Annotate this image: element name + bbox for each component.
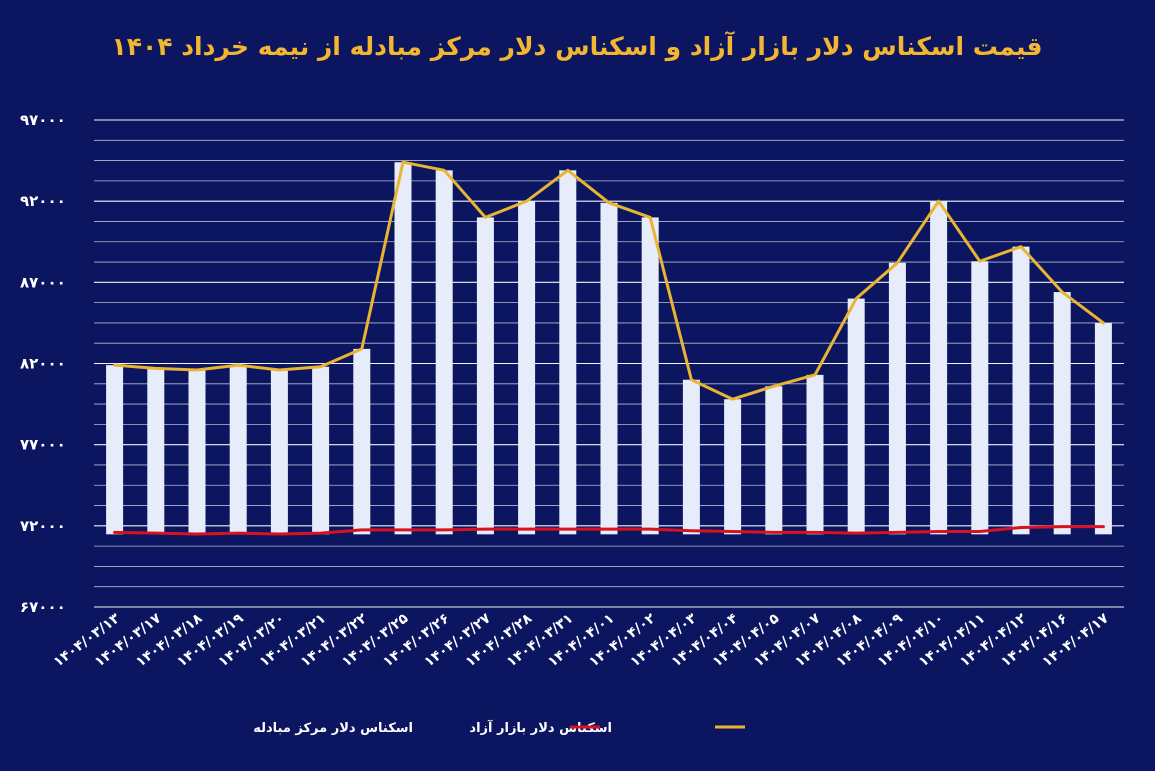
y-tick-label: ۶۷۰۰۰ <box>20 598 66 616</box>
bar <box>229 365 247 535</box>
bar <box>724 399 742 535</box>
legend-label-exchange-center: اسکناس دلار مرکز مبادله <box>253 721 413 736</box>
bar <box>106 365 124 535</box>
free-market-series-line <box>113 160 1105 401</box>
x-axis-ticks: ۱۴۰۴/۰۳/۱۳۱۴۰۴/۰۳/۱۷۱۴۰۴/۰۳/۱۸۱۴۰۴/۰۳/۱۹… <box>51 610 1113 670</box>
series-lines <box>113 160 1105 536</box>
bar <box>394 162 412 535</box>
bar <box>1053 292 1071 535</box>
y-tick-label: ۹۲۰۰۰ <box>20 192 66 210</box>
bar <box>476 217 494 535</box>
y-tick-label: ۸۷۰۰۰ <box>20 273 66 291</box>
bar <box>682 379 700 535</box>
y-tick-label: ۸۲۰۰۰ <box>20 355 66 373</box>
bar <box>270 369 288 535</box>
legend-label-free-market: اسکناس دلار بازار آزاد <box>469 719 612 736</box>
bar <box>641 217 659 535</box>
bar <box>435 170 453 535</box>
bar <box>147 368 165 535</box>
bar <box>971 261 989 535</box>
y-tick-label: ۷۲۰۰۰ <box>20 517 66 535</box>
bar <box>518 201 536 535</box>
bar <box>559 170 577 535</box>
y-tick-label: ۹۷۰۰۰ <box>20 111 66 129</box>
bar <box>312 366 330 535</box>
bar <box>1094 322 1112 535</box>
y-axis-ticks: ۶۷۰۰۰ ۷۲۰۰۰ ۷۷۰۰۰ ۸۲۰۰۰ ۸۷۰۰۰ ۹۲۰۰۰ ۹۷۰۰۰ <box>20 111 66 616</box>
legend: اسکناس دلار بازار آزاد اسکناس دلار مرکز … <box>253 719 745 736</box>
chart-title: قیمت اسکناس دلار بازار آزاد و اسکناس دلا… <box>111 31 1042 62</box>
bar <box>600 202 618 535</box>
bar <box>930 201 948 535</box>
bar <box>353 348 371 535</box>
bar <box>1012 246 1030 535</box>
bar <box>765 386 783 535</box>
bar <box>888 262 906 535</box>
bar <box>188 369 206 535</box>
exchange-center-series-line <box>113 525 1105 536</box>
bars <box>106 162 1112 535</box>
y-tick-label: ۷۷۰۰۰ <box>20 436 66 454</box>
bar <box>806 374 824 535</box>
bar <box>847 298 865 535</box>
